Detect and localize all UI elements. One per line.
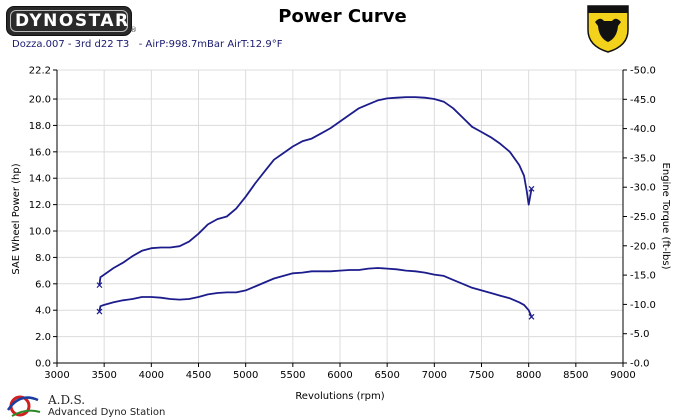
x-tick-label: 3000 [44,370,69,381]
y-tick-label: 10.0 [29,227,51,238]
x-tick-label: 9000 [610,370,635,381]
y-tick-label: 16.0 [29,147,51,158]
x-tick-label: 4500 [186,370,211,381]
x-tick-label: 6500 [374,370,399,381]
x-tick-label: 5500 [280,370,305,381]
x-tick-label: 6000 [327,370,352,381]
logo-inner-border [10,10,128,32]
grid-layer [56,69,624,363]
x-tick-label: 7500 [469,370,494,381]
y2-tick-label: -20.0 [630,241,656,252]
y2-tick-label: -0.0 [630,359,650,370]
series-line-2 [98,267,533,318]
x-tick-label: 8500 [563,370,588,381]
ads-swirl-icon [6,395,41,417]
series-1-endpoint-marker [528,185,535,192]
y-tick-label: 8.0 [35,253,51,264]
y2-tick-label: -30.0 [630,183,656,194]
series-2-endpoint-marker [528,313,535,320]
y2-axis-label: Engine Torque (ft-lbs) [660,163,671,270]
run-info: Dozza.007 - 3rd d22 T3 - AirP:998.7mBar … [12,39,283,50]
dynostar-logo: DYNOSTAR [6,6,132,36]
x-tick-label: 5000 [233,370,258,381]
y2-tick-label: -25.0 [630,212,656,223]
y2-tick-label: -10.0 [630,300,656,311]
series-1-endpoint-marker [96,282,103,289]
series-line-1 [98,96,533,286]
series-2-endpoint-marker [96,308,103,315]
y-tick-label: 2.0 [35,332,51,343]
y-tick-label: 6.0 [35,279,51,290]
y2-tick-label: -50.0 [630,66,656,77]
y2-tick-label: -5.0 [630,329,650,340]
y2-tick-label: -40.0 [630,124,656,135]
x-tick-label: 8000 [516,370,541,381]
logo-subtext: ® [130,26,137,34]
footer-tagline: Advanced Dyno Station [48,407,166,418]
x-tick-label: 4000 [139,370,164,381]
y-tick-label: 4.0 [35,306,51,317]
axis-layer [53,69,627,367]
footer-brand: A.D.S. [48,393,86,407]
chart-title: Power Curve [278,6,407,27]
series-layer [96,96,535,320]
y-tick-label: 20.0 [29,95,51,106]
y2-tick-label: -35.0 [630,153,656,164]
marker-stroke [528,313,535,320]
y-axis-label: SAE Wheel Power (hp) [11,163,22,274]
x-tick-label: 3500 [91,370,116,381]
marker-stroke [96,282,103,289]
bull-shield-icon [587,5,629,53]
y-tick-label: 22.2 [29,66,51,77]
y-tick-label: 12.0 [29,200,51,211]
y-tick-label: 0.0 [35,359,51,370]
y-tick-label: 18.0 [29,121,51,132]
logo-text: DYNOSTAR [15,11,130,31]
tick-label-layer: 3000 3500 4000 4500 5000 5500 6000 6500 7000 7500… [29,66,656,382]
y-tick-label: 14.0 [29,174,51,185]
x-tick-label: 7000 [422,370,447,381]
x-axis-label: Revolutions (rpm) [295,391,384,402]
marker-stroke [528,185,535,192]
y2-tick-label: -45.0 [630,95,656,106]
marker-stroke [96,308,103,315]
y2-tick-label: -15.0 [630,271,656,282]
